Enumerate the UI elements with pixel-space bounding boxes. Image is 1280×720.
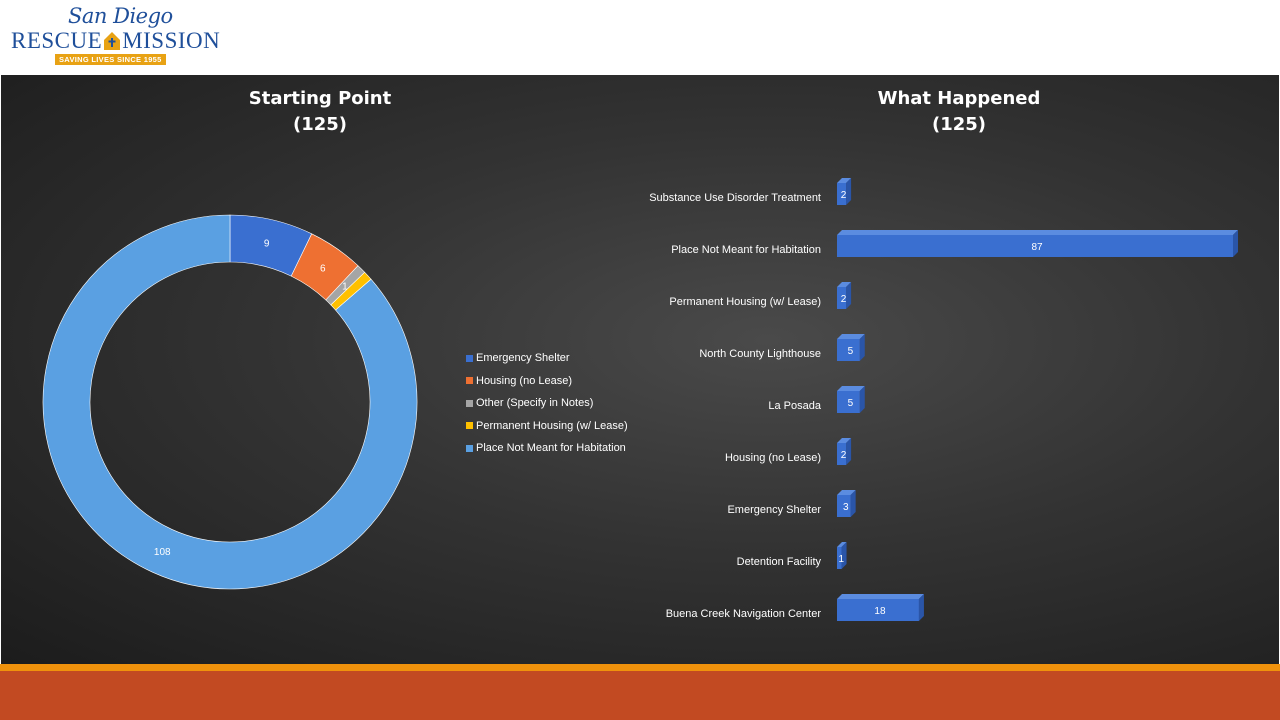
- legend-swatch: [466, 399, 473, 407]
- donut-slice: [42, 214, 418, 590]
- bar-category-label: La Posada: [768, 400, 821, 412]
- donut-legend: Emergency Shelter Housing (no Lease) Other…: [466, 347, 666, 460]
- bar-top-face: [837, 334, 865, 339]
- bar-top-face: [837, 594, 924, 599]
- donut-chart: 9 6 1 108: [42, 214, 418, 590]
- logo-right-text: MISSION: [122, 28, 221, 53]
- bar-top-face: [837, 542, 847, 547]
- legend-swatch: [466, 444, 473, 452]
- bar-subtitle-text: (125): [931, 114, 987, 135]
- bar-side-face: [846, 282, 852, 309]
- logo: San Diego RESCUE MISSION SAVING LIVES SI…: [8, 4, 223, 68]
- legend-label: Emergency Shelter: [476, 352, 570, 365]
- legend-label: Place Not Meant for Habitation: [476, 442, 626, 455]
- bar-category-label: Permanent Housing (w/ Lease): [669, 296, 821, 308]
- legend-swatch: [466, 354, 473, 362]
- bar-value-label: 5: [848, 398, 854, 409]
- bar-value-label: 3: [843, 502, 849, 513]
- donut-chart-title: Starting Point (125): [190, 86, 450, 138]
- donut-data-label: 1: [342, 282, 348, 293]
- bar-side-face: [841, 542, 847, 569]
- bar-value-label: 2: [841, 450, 847, 461]
- bar-value-label: 5: [848, 346, 854, 357]
- bar-top-face: [837, 178, 852, 183]
- bar-title-text: What Happened: [877, 88, 1041, 109]
- bar-side-face: [1233, 230, 1238, 257]
- bar-value-label: 18: [874, 606, 886, 617]
- bar: [837, 547, 842, 569]
- bar: [837, 599, 919, 621]
- donut-data-label: 9: [264, 239, 270, 250]
- bar-side-face: [846, 178, 852, 205]
- bar-category-label: Housing (no Lease): [725, 452, 821, 464]
- bar-category-label: Emergency Shelter: [727, 504, 821, 516]
- bar-category-label: Detention Facility: [737, 556, 822, 568]
- legend-item: Place Not Meant for Habitation: [466, 437, 666, 460]
- logo-top-text: San Diego: [68, 4, 173, 28]
- legend-swatch: [466, 377, 473, 385]
- bar-category-label: Buena Creek Navigation Center: [666, 608, 822, 620]
- donut-data-label: 108: [154, 547, 171, 558]
- donut-subtitle-text: (125): [292, 114, 348, 135]
- bar-top-face: [837, 490, 856, 495]
- legend-item: Emergency Shelter: [466, 347, 666, 370]
- bar-top-face: [837, 386, 865, 391]
- bar: [837, 183, 847, 205]
- bar: [837, 235, 1233, 257]
- bar-top-face: [837, 438, 852, 443]
- bar: [837, 443, 847, 465]
- logo-left-text: RESCUE: [11, 28, 103, 53]
- bar-side-face: [846, 438, 852, 465]
- legend-item: Housing (no Lease): [466, 370, 666, 393]
- donut-data-label: 6: [320, 263, 326, 274]
- logo-main-text: RESCUE MISSION: [11, 28, 220, 54]
- legend-label: Housing (no Lease): [476, 374, 573, 387]
- bar-top-face: [837, 282, 852, 287]
- bar-side-face: [859, 386, 865, 413]
- legend-item: Permanent Housing (w/ Lease): [466, 415, 666, 438]
- donut-title-text: Starting Point: [248, 88, 392, 109]
- bar: [837, 339, 860, 361]
- bar-category-label: Substance Use Disorder Treatment: [649, 192, 821, 204]
- bar-side-face: [850, 490, 856, 517]
- bar-value-label: 87: [1031, 242, 1043, 253]
- bar-category-label: Place Not Meant for Habitation: [671, 244, 821, 256]
- header: San Diego RESCUE MISSION SAVING LIVES SI…: [0, 0, 1280, 74]
- bar-value-label: 1: [838, 554, 844, 565]
- legend-item: Other (Specify in Notes): [466, 392, 666, 415]
- house-icon: [104, 32, 121, 50]
- bar: [837, 391, 860, 413]
- bar: [837, 495, 851, 517]
- bar-chart-title: What Happened (125): [829, 86, 1089, 138]
- bar-chart: Substance Use Disorder Treatment 2 Place N…: [649, 178, 1238, 621]
- bar-side-face: [859, 334, 865, 361]
- legend-label: Permanent Housing (w/ Lease): [476, 419, 628, 432]
- bar-top-face: [837, 230, 1238, 235]
- bar-side-face: [918, 594, 924, 621]
- bar-value-label: 2: [841, 190, 847, 201]
- bar-value-label: 2: [841, 294, 847, 305]
- legend-label: Other (Specify in Notes): [476, 397, 594, 410]
- footer-accent-line: [0, 664, 1280, 671]
- footer-bar: [0, 671, 1280, 720]
- logo-tagline: SAVING LIVES SINCE 1955: [55, 54, 166, 65]
- legend-swatch: [466, 422, 473, 430]
- bar: [837, 287, 847, 309]
- bar-category-label: North County Lighthouse: [699, 348, 821, 360]
